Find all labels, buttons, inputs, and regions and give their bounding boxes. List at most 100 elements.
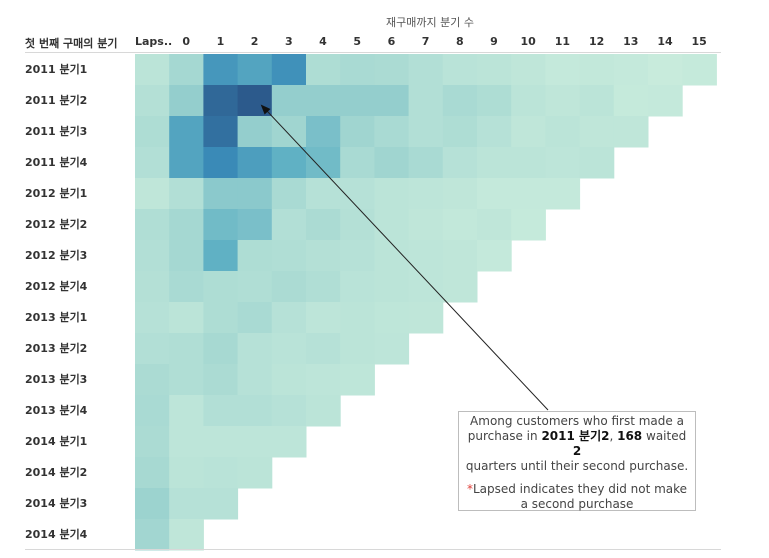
row-label: 2012 분기2 bbox=[25, 218, 88, 231]
column-axis-title: 재구매까지 분기 수 bbox=[386, 16, 474, 29]
heatmap-cell bbox=[237, 302, 273, 334]
heatmap-cell bbox=[682, 54, 717, 86]
column-header: 8 bbox=[455, 35, 464, 48]
column-header: 4 bbox=[319, 35, 327, 48]
row-label: 2013 분기1 bbox=[25, 311, 88, 324]
column-header: 13 bbox=[623, 35, 639, 48]
annotation-quarter: 2011 분기2 bbox=[541, 429, 610, 443]
row-label: 2014 분기4 bbox=[25, 528, 88, 541]
row-label: 2014 분기2 bbox=[25, 466, 88, 479]
heatmap-cell bbox=[271, 364, 307, 396]
heatmap-cell bbox=[135, 395, 170, 427]
heatmap-cell bbox=[408, 271, 444, 303]
heatmap-cell bbox=[374, 333, 410, 365]
heatmap-cell bbox=[374, 178, 410, 210]
heatmap-cell bbox=[169, 302, 204, 334]
annotation-arrow-line bbox=[264, 108, 549, 411]
row-label: 2011 분기1 bbox=[25, 63, 88, 76]
heatmap-cell bbox=[545, 116, 581, 148]
heatmap-cell bbox=[340, 209, 375, 241]
heatmap-cell bbox=[169, 147, 204, 179]
heatmap-cell bbox=[374, 240, 410, 272]
heatmap-cell bbox=[237, 271, 273, 303]
heatmap-cell bbox=[374, 54, 410, 86]
heatmap-cell bbox=[135, 333, 170, 365]
heatmap-cell bbox=[306, 209, 341, 241]
heatmap-cell bbox=[271, 178, 307, 210]
header-divider bbox=[25, 52, 721, 53]
heatmap-cell bbox=[340, 271, 375, 303]
heatmap-cell bbox=[169, 395, 204, 427]
heatmap-cell bbox=[203, 240, 239, 272]
heatmap-cell bbox=[271, 54, 307, 86]
heatmap-cell bbox=[135, 240, 170, 272]
heatmap-cell bbox=[477, 147, 512, 179]
heatmap-cell bbox=[169, 240, 204, 272]
column-header: 10 bbox=[520, 35, 536, 48]
column-header: 3 bbox=[284, 35, 293, 48]
heatmap-cell bbox=[511, 54, 546, 86]
heatmap-cell bbox=[271, 395, 307, 427]
heatmap-cell bbox=[169, 271, 204, 303]
heatmap-cell bbox=[271, 333, 307, 365]
heatmap-cell bbox=[203, 271, 239, 303]
heatmap-cell bbox=[408, 116, 444, 148]
heatmap-cell bbox=[648, 85, 683, 117]
heatmap-cell bbox=[579, 147, 615, 179]
heatmap-cell bbox=[203, 302, 239, 334]
heatmap-cell bbox=[237, 147, 273, 179]
row-label: 2011 분기3 bbox=[25, 125, 88, 138]
heatmap-cell bbox=[237, 426, 273, 458]
heatmap-cell bbox=[340, 178, 375, 210]
column-header: 2 bbox=[250, 35, 259, 48]
heatmap-cell bbox=[340, 333, 375, 365]
heatmap-cell bbox=[442, 271, 478, 303]
heatmap-cell bbox=[169, 364, 204, 396]
column-header: 15 bbox=[691, 35, 707, 48]
heatmap-cell bbox=[135, 426, 170, 458]
heatmap-cell bbox=[545, 147, 581, 179]
heatmap-cell bbox=[306, 54, 341, 86]
heatmap-cell bbox=[306, 147, 341, 179]
column-header: 11 bbox=[554, 35, 571, 48]
annotation-line3: quarters until their second purchase. bbox=[465, 459, 689, 473]
heatmap-cell bbox=[271, 116, 307, 148]
heatmap-cell bbox=[340, 147, 375, 179]
heatmap-cell bbox=[135, 147, 170, 179]
heatmap-cell bbox=[579, 85, 615, 117]
heatmap-cell bbox=[135, 364, 170, 396]
heatmap-cell bbox=[203, 457, 239, 489]
row-axis-title: 첫 번째 구매의 분기 bbox=[25, 37, 118, 50]
heatmap-cell bbox=[408, 240, 444, 272]
heatmap-cell bbox=[545, 54, 581, 86]
heatmap-cell bbox=[340, 116, 375, 148]
heatmap-cell bbox=[203, 54, 239, 86]
heatmap-cell bbox=[340, 302, 375, 334]
heatmap-cell bbox=[579, 116, 615, 148]
heatmap-cell bbox=[306, 364, 341, 396]
heatmap-cell bbox=[237, 364, 273, 396]
heatmap-cell bbox=[408, 85, 444, 117]
column-header: 7 bbox=[421, 35, 430, 48]
heatmap-cell bbox=[340, 240, 375, 272]
heatmap-cell bbox=[203, 333, 239, 365]
heatmap-cell bbox=[203, 488, 239, 520]
column-header: 5 bbox=[353, 35, 362, 48]
heatmap-cell bbox=[374, 147, 410, 179]
row-label: 2013 분기2 bbox=[25, 342, 88, 355]
heatmap-cell bbox=[477, 178, 512, 210]
heatmap-cell bbox=[237, 54, 273, 86]
column-header: 6 bbox=[387, 35, 396, 48]
heatmap-cell bbox=[271, 302, 307, 334]
heatmap-cell bbox=[237, 209, 273, 241]
column-header: 0 bbox=[182, 35, 191, 48]
heatmap-cell bbox=[135, 271, 170, 303]
row-label: 2011 분기4 bbox=[25, 156, 88, 169]
heatmap-cell bbox=[169, 457, 204, 489]
heatmap-cell bbox=[169, 519, 204, 551]
heatmap-cell bbox=[408, 302, 444, 334]
heatmap-cell bbox=[271, 85, 307, 117]
heatmap-cell bbox=[271, 240, 307, 272]
annotation-value: 168 bbox=[617, 429, 643, 443]
